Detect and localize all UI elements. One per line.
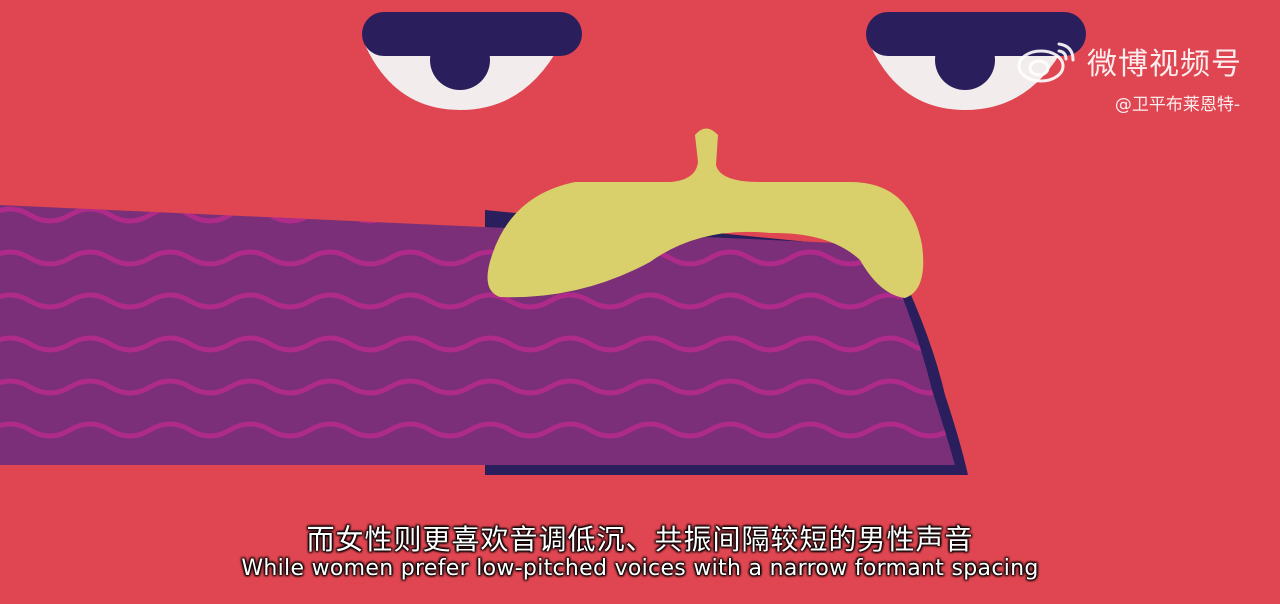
right-eye: [866, 12, 1086, 110]
subtitle-english: While women prefer low-pitched voices wi…: [241, 556, 1039, 581]
beard-wave-line: [0, 292, 955, 310]
weibo-logo-icon: [1017, 42, 1075, 83]
mustache: [487, 128, 924, 298]
watermark-platform: 微博视频号: [1087, 47, 1242, 82]
beard-wave-line: [0, 335, 955, 353]
subtitle-chinese: 而女性则更喜欢音调低沉、共振间隔较短的男性声音: [306, 523, 974, 556]
watermark-handle: @卫平布莱恩特-: [1114, 95, 1240, 115]
beard-wave-line: [0, 421, 955, 439]
beard-wave-line: [0, 378, 955, 396]
weibo-watermark: 微博视频号 @卫平布莱恩特-: [1015, 38, 1242, 115]
left-eye: [362, 12, 582, 110]
